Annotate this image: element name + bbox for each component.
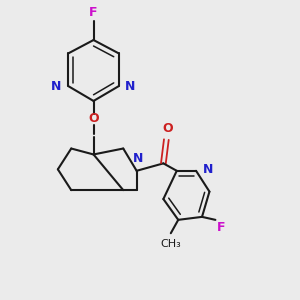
Text: N: N: [202, 163, 213, 176]
Text: CH₃: CH₃: [160, 239, 181, 249]
Text: F: F: [217, 221, 225, 234]
Text: F: F: [89, 6, 98, 19]
Text: N: N: [51, 80, 62, 93]
Text: O: O: [88, 112, 99, 125]
Text: N: N: [133, 152, 143, 166]
Text: O: O: [163, 122, 173, 135]
Text: N: N: [125, 80, 136, 93]
